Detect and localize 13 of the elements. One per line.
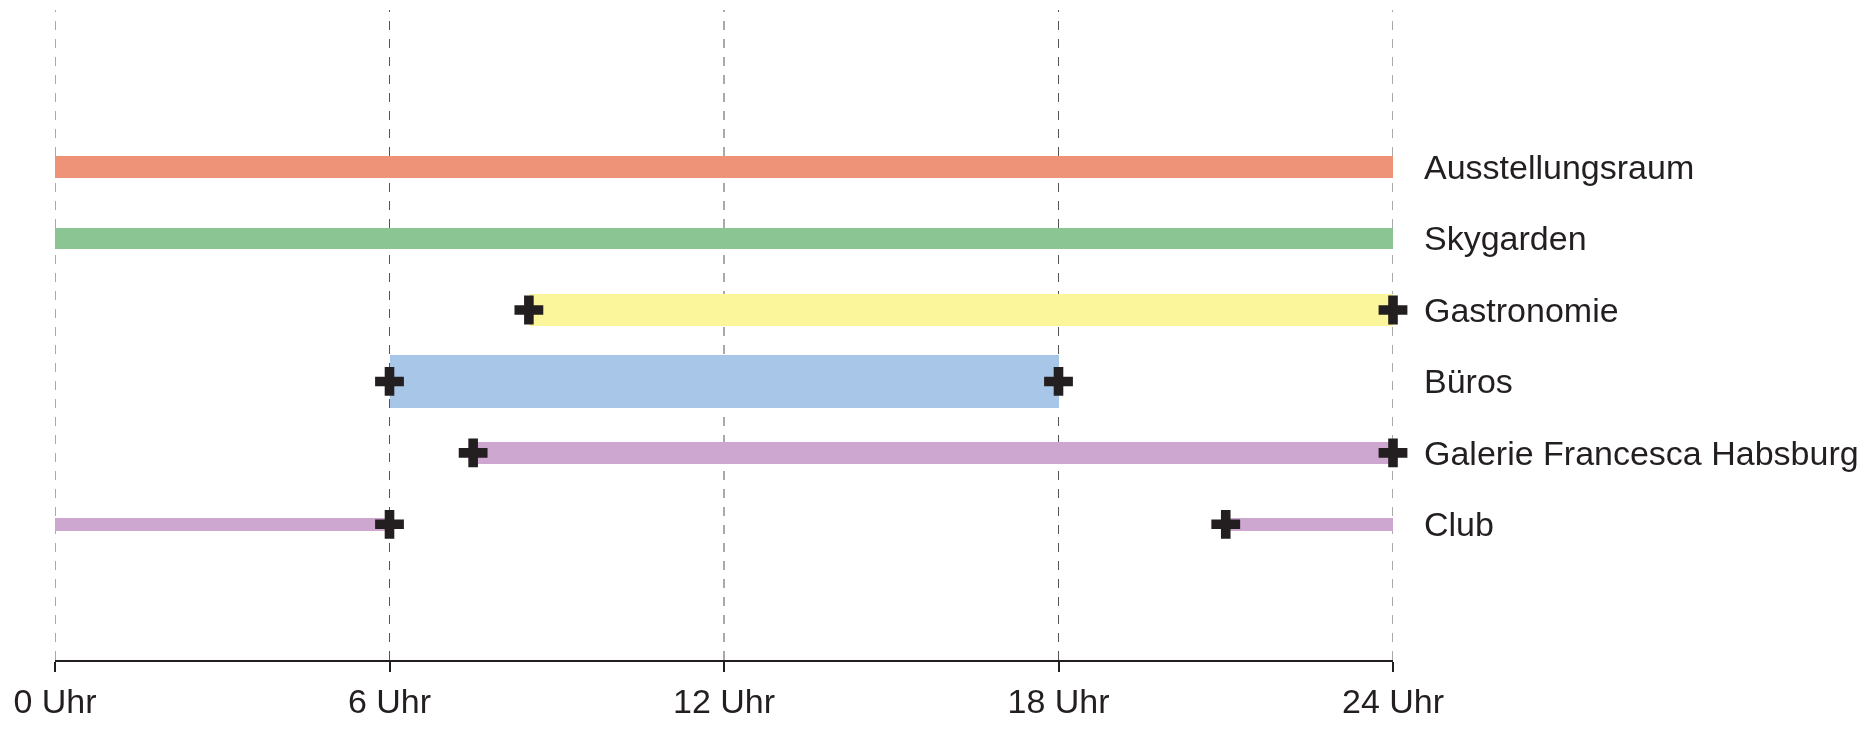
y-tick-label: Büros (1424, 362, 1513, 401)
y-tick-label: Skygarden (1424, 219, 1587, 258)
bar (55, 228, 1393, 249)
bar (55, 156, 1393, 178)
x-tick-label: 18 Uhr (1007, 681, 1110, 720)
y-tick-label: Ausstellungsraum (1424, 148, 1695, 187)
x-tick-label: 12 Uhr (672, 681, 776, 720)
y-tick-label: Galerie Francesca Habsburg (1424, 433, 1859, 472)
x-tick-label: 24 Uhr (1341, 681, 1445, 720)
x-tick-label: 6 Uhr (347, 681, 432, 720)
y-tick-label: Club (1424, 505, 1494, 544)
x-tick-label: 0 Uhr (13, 681, 97, 720)
y-tick-label: Gastronomie (1424, 290, 1619, 329)
